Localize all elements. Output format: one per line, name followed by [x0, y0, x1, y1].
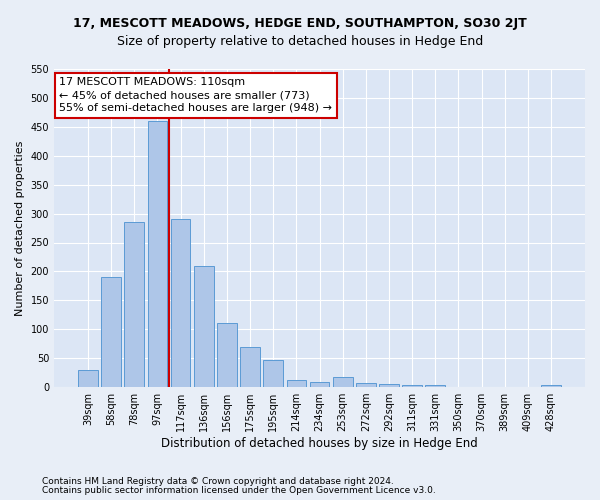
Text: 17, MESCOTT MEADOWS, HEDGE END, SOUTHAMPTON, SO30 2JT: 17, MESCOTT MEADOWS, HEDGE END, SOUTHAMP… [73, 18, 527, 30]
Bar [148, 121, 167, 387]
Bar [194, 266, 214, 387]
X-axis label: Distribution of detached houses by size in Hedge End: Distribution of detached houses by size … [161, 437, 478, 450]
Text: Contains public sector information licensed under the Open Government Licence v3: Contains public sector information licen… [42, 486, 436, 495]
Bar [287, 380, 306, 387]
Bar [356, 383, 376, 387]
Bar [425, 386, 445, 387]
Bar [217, 324, 237, 387]
Bar [101, 277, 121, 387]
Text: 17 MESCOTT MEADOWS: 110sqm
← 45% of detached houses are smaller (773)
55% of sem: 17 MESCOTT MEADOWS: 110sqm ← 45% of deta… [59, 77, 332, 114]
Bar [333, 376, 353, 387]
Y-axis label: Number of detached properties: Number of detached properties [15, 140, 25, 316]
Bar [402, 385, 422, 387]
Bar [78, 370, 98, 387]
Bar [263, 360, 283, 387]
Bar [240, 346, 260, 387]
Text: Contains HM Land Registry data © Crown copyright and database right 2024.: Contains HM Land Registry data © Crown c… [42, 477, 394, 486]
Bar [379, 384, 399, 387]
Bar [171, 220, 190, 387]
Bar [310, 382, 329, 387]
Bar [541, 385, 561, 387]
Text: Size of property relative to detached houses in Hedge End: Size of property relative to detached ho… [117, 35, 483, 48]
Bar [124, 222, 144, 387]
